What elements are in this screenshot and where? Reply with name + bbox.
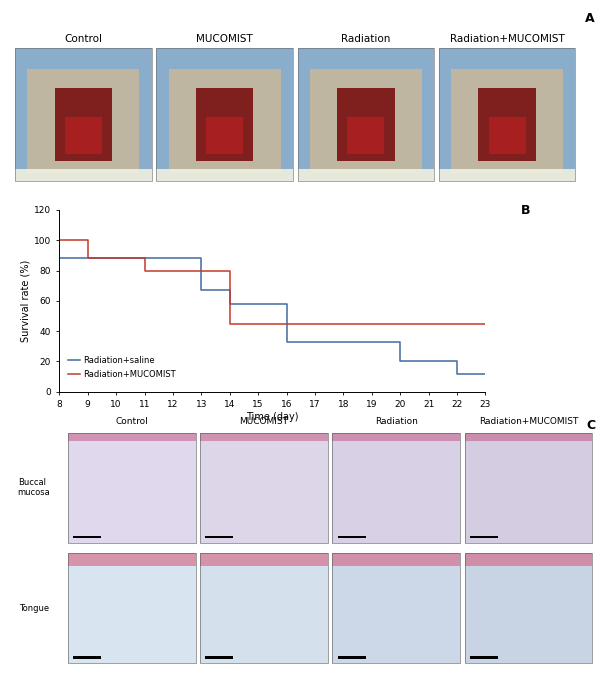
Bar (68, 433, 196, 441)
Bar (332, 553, 460, 566)
Bar (201, 433, 328, 441)
Bar (332, 553, 460, 663)
Text: A: A (585, 12, 595, 25)
Bar (68, 433, 196, 543)
Bar (464, 553, 592, 566)
Text: C: C (586, 418, 595, 431)
Bar (298, 48, 434, 182)
Text: MUCOMIST: MUCOMIST (196, 34, 253, 44)
Bar (201, 433, 328, 543)
Bar (439, 48, 576, 182)
Text: B: B (521, 204, 530, 217)
Text: Control: Control (115, 417, 148, 426)
Bar (65, 117, 102, 154)
Bar (201, 433, 328, 543)
Bar (54, 88, 112, 161)
Bar (201, 553, 328, 663)
Bar (298, 48, 434, 182)
Text: Radiation+MUCOMIST: Radiation+MUCOMIST (478, 417, 578, 426)
Bar (439, 169, 576, 182)
Text: Tongue: Tongue (19, 603, 49, 613)
Bar (206, 117, 243, 154)
Bar (201, 553, 328, 566)
Text: Radiation: Radiation (374, 417, 417, 426)
Bar (73, 656, 101, 659)
Bar (156, 169, 293, 182)
Bar (156, 48, 293, 182)
Bar (451, 70, 563, 173)
Text: Radiation: Radiation (341, 34, 391, 44)
Bar (337, 88, 394, 161)
Bar (201, 553, 328, 663)
Bar (68, 553, 196, 566)
Bar (169, 70, 280, 173)
Bar (15, 48, 152, 182)
Bar (196, 88, 253, 161)
Bar (464, 433, 592, 441)
Bar (68, 433, 196, 543)
Bar (332, 433, 460, 441)
Bar (156, 48, 293, 182)
Bar (464, 553, 592, 663)
Bar (332, 433, 460, 543)
Bar (478, 88, 536, 161)
Bar (68, 553, 196, 663)
Bar (338, 536, 365, 539)
Text: Radiation+MUCOMIST: Radiation+MUCOMIST (450, 34, 565, 44)
Bar (470, 536, 498, 539)
Bar (205, 656, 234, 659)
Bar (464, 433, 592, 543)
Bar (347, 117, 385, 154)
Bar (15, 48, 152, 182)
Bar (332, 433, 460, 543)
Bar (439, 48, 576, 182)
Bar (464, 553, 592, 663)
Bar (464, 433, 592, 543)
Text: Control: Control (64, 34, 102, 44)
Bar (489, 117, 526, 154)
Bar (15, 169, 152, 182)
Bar (68, 553, 196, 663)
Text: Buccal
mucosa: Buccal mucosa (18, 478, 50, 497)
Bar (310, 70, 422, 173)
Bar (298, 169, 434, 182)
Bar (205, 536, 234, 539)
Bar (470, 656, 498, 659)
Bar (338, 656, 365, 659)
Text: MUCOMIST: MUCOMIST (240, 417, 289, 426)
Bar (73, 536, 101, 539)
Bar (27, 70, 139, 173)
Bar (332, 553, 460, 663)
